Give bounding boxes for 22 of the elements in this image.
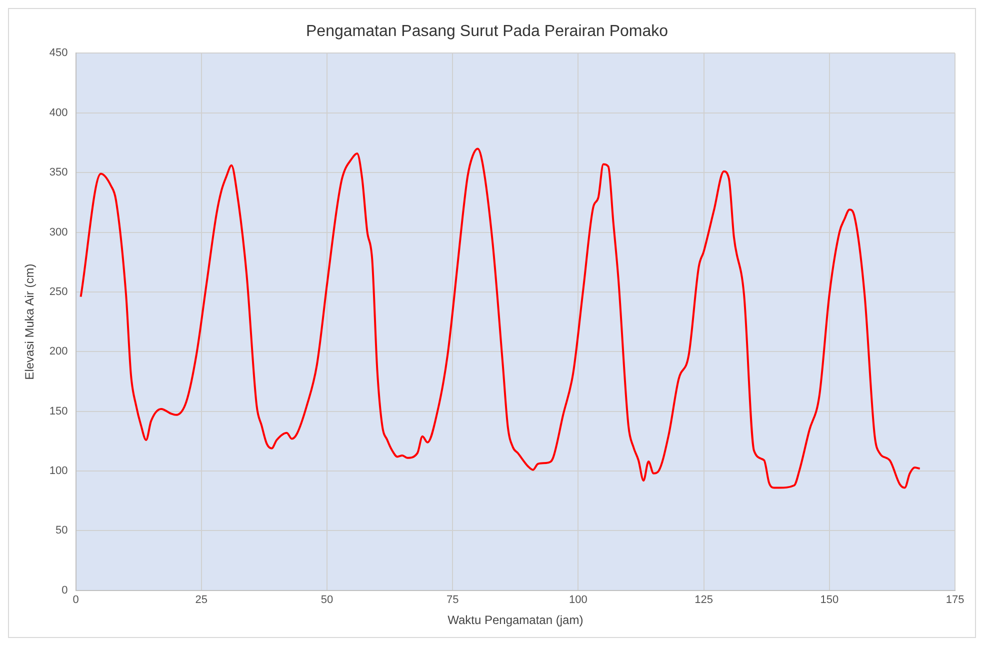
x-tick-label: 175: [946, 594, 964, 606]
y-tick-label: 300: [49, 226, 68, 238]
y-tick-label: 200: [49, 346, 68, 358]
x-tick-label: 125: [694, 594, 713, 606]
chart-title: Pengamatan Pasang Surut Pada Perairan Pomako: [306, 23, 668, 40]
y-tick-label: 350: [49, 166, 68, 179]
y-axis-title: Elevasi Muka Air (cm): [22, 264, 37, 380]
x-tick-label: 100: [569, 594, 588, 606]
y-tick-label: 100: [49, 465, 68, 478]
y-tick-label: 250: [49, 286, 68, 298]
y-tick-label: 150: [49, 405, 68, 418]
x-axis-title: Waktu Pengamatan (jam): [448, 613, 584, 628]
y-tick-label: 0: [62, 584, 68, 596]
x-tick-label: 75: [446, 594, 459, 606]
x-tick-label: 50: [320, 594, 334, 606]
x-tick-label: 0: [72, 594, 79, 606]
y-tick-label: 50: [56, 524, 68, 537]
line-series: [80, 148, 921, 489]
x-tick-label: 25: [195, 594, 208, 606]
y-tick-label: 450: [49, 47, 68, 60]
y-tick-label: 400: [49, 106, 68, 119]
x-tick-label: 150: [820, 594, 839, 606]
